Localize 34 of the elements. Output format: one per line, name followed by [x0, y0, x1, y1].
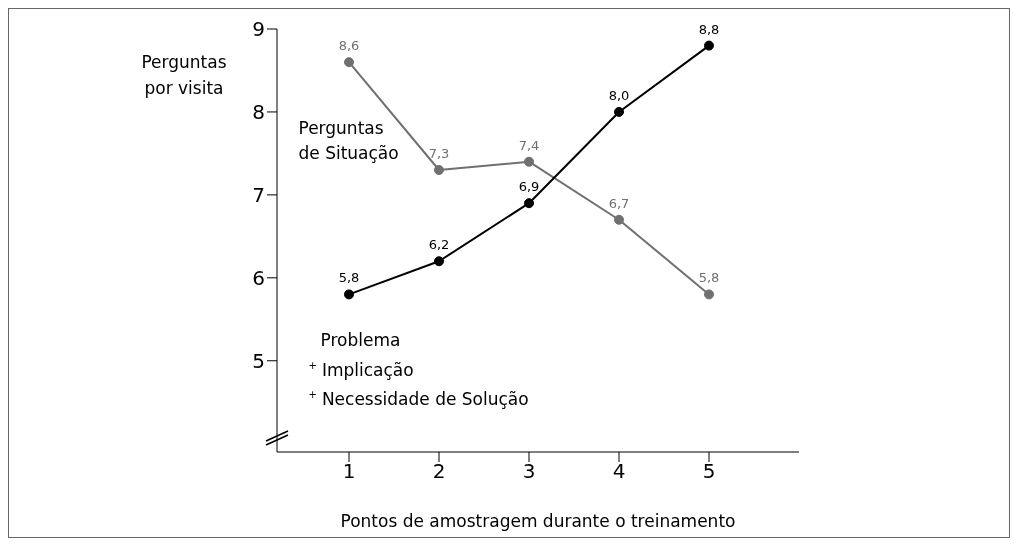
data-label: 5,8 [698, 270, 720, 286]
x-axis-title: Pontos de amostragem durante o treinamento [340, 511, 736, 531]
point [344, 289, 354, 300]
x-tick-label: 2 [432, 459, 446, 484]
point [614, 106, 624, 117]
point [344, 57, 354, 68]
y-tick-label: 6 [252, 265, 265, 290]
point [704, 289, 714, 300]
x-tick-label: 3 [522, 459, 536, 484]
data-label: 6,2 [428, 237, 450, 253]
series-label: Perguntas de Situação [298, 117, 399, 166]
point [614, 214, 624, 225]
data-label: 8,0 [608, 87, 630, 103]
y-tick-label: 7 [252, 182, 265, 207]
data-label: 5,8 [338, 270, 360, 286]
point [434, 165, 444, 175]
data-label: 8,8 [698, 21, 720, 37]
y-tick-label: 5 [252, 348, 265, 373]
data-label: 7,3 [428, 146, 450, 161]
point [524, 198, 534, 209]
y-axis-title: Perguntas por visita [140, 50, 228, 100]
data-label: 6,7 [608, 195, 630, 211]
y-tick-label: 9 [252, 17, 265, 42]
point [434, 256, 444, 267]
x-tick-label: 5 [702, 459, 716, 484]
data-label: 8,6 [338, 38, 360, 54]
data-label: 6,9 [518, 179, 540, 195]
y-tick-label: 8 [252, 100, 265, 125]
x-tick-label: 4 [612, 459, 626, 484]
text: Problema $^{+}$ Implicação $^{+}$ Necessidade de Solução [308, 328, 529, 411]
point [704, 40, 714, 51]
data-label: 7,4 [518, 137, 540, 153]
point [524, 156, 534, 167]
x-tick-label: 1 [342, 459, 356, 484]
